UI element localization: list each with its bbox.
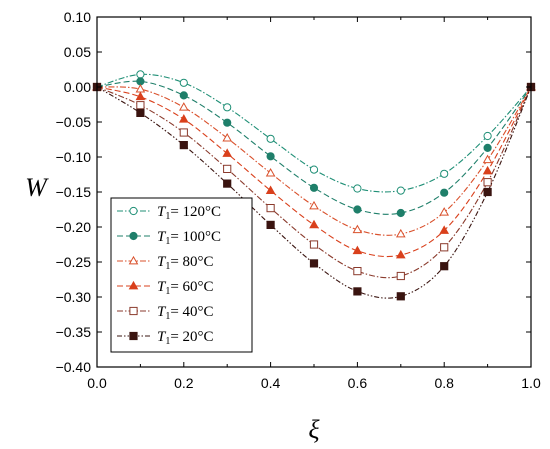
data-point-s3-3: [222, 148, 233, 157]
data-point-s0-8: [440, 169, 449, 178]
y-tick-label-5: −0.15: [56, 184, 92, 200]
data-point-s5-5: [309, 259, 319, 268]
x-tick-label-5: 1.0: [521, 375, 541, 391]
legend-label-5: T1= 20°C: [157, 329, 214, 347]
x-tick-label-2: 0.4: [261, 375, 281, 391]
data-point-s0-7: [396, 186, 405, 195]
data-point-s5-4: [266, 220, 275, 230]
data-point-s0-2: [179, 78, 188, 87]
data-point-s1-2: [179, 91, 188, 100]
y-tick-label-4: −0.10: [56, 149, 92, 165]
data-point-s1-7: [396, 208, 405, 218]
y-tick-label-6: −0.20: [56, 219, 92, 235]
y-tick-label-1: 0.05: [64, 44, 91, 60]
data-point-s2-7: [395, 228, 406, 238]
x-tick-label-1: 0.2: [174, 375, 194, 391]
data-point-s2-6: [352, 224, 363, 234]
data-point-s1-5: [309, 183, 319, 192]
data-point-s5-3: [223, 179, 232, 188]
x-axis-title: ξ: [308, 415, 320, 444]
data-point-s5-1: [136, 108, 145, 118]
legend-label-0: T1= 120°C: [157, 204, 221, 222]
data-point-s4-2: [179, 128, 188, 137]
y-tick-label-8: −0.30: [56, 289, 92, 305]
y-tick-label-0: 0.10: [64, 9, 91, 25]
data-point-s3-6: [352, 245, 363, 255]
legend: T1= 120°C T1= 100°C T1= 80°C T1= 60°C T1= 40…: [110, 197, 253, 353]
data-point-s4-1: [136, 101, 145, 110]
legend-label-1: T1= 100°C: [157, 229, 221, 247]
data-point-s1-8: [440, 188, 449, 197]
data-point-s0-4: [266, 134, 275, 143]
data-point-s5-8: [440, 262, 449, 271]
legend-marker-2: [128, 255, 139, 265]
data-point-s1-3: [223, 118, 232, 127]
y-tick-label-10: −0.40: [56, 359, 92, 375]
plot-layer: [92, 70, 536, 301]
y-tick-label-2: 0.00: [64, 79, 91, 95]
data-point-s5-6: [353, 287, 362, 296]
data-point-s0-3: [223, 103, 232, 112]
data-point-s4-9: [483, 178, 492, 187]
x-tick-label-3: 0.6: [348, 375, 368, 391]
data-point-s0-5: [309, 165, 319, 174]
data-point-s4-4: [266, 204, 275, 213]
data-point-s5-2: [179, 141, 188, 150]
data-point-s2-8: [439, 207, 450, 216]
series-line-1: [96, 80, 532, 215]
data-point-s2-4: [265, 167, 276, 177]
data-point-s3-8: [439, 225, 450, 234]
series-line-0: [96, 73, 532, 193]
data-point-s3-4: [265, 185, 276, 194]
legend-marker-3: [128, 280, 139, 290]
legend-label-2: T1= 80°C: [157, 254, 214, 272]
legend-box: [110, 197, 253, 353]
series-line-4: [96, 86, 532, 279]
data-point-s5-9: [483, 187, 492, 197]
data-point-s2-1: [135, 83, 146, 93]
data-point-s2-5: [309, 200, 319, 210]
data-point-s2-2: [178, 102, 189, 111]
legend-label-3: T1= 60°C: [157, 279, 214, 297]
data-point-s5-7: [396, 292, 405, 301]
data-point-s4-6: [353, 267, 362, 276]
data-point-s3-5: [309, 219, 319, 229]
data-point-s3-7: [395, 249, 406, 259]
data-point-s1-1: [136, 77, 145, 86]
data-point-s0-1: [136, 70, 145, 79]
data-point-s4-3: [223, 164, 232, 174]
data-point-s3-1: [135, 91, 146, 101]
ticks-layer: 0.0 0.2 0.4 0.6 0.8 1.0 0.10 0.05 0.00 −0.05 −0.10…: [56, 9, 541, 391]
data-point-s2-3: [222, 132, 233, 142]
legend-marker-1: [129, 231, 138, 241]
data-point-s0-9: [483, 131, 492, 141]
data-point-s4-7: [396, 271, 405, 281]
series-line-5: [96, 86, 532, 299]
data-point-s3-2: [178, 114, 189, 123]
y-tick-label-9: −0.35: [56, 324, 92, 340]
data-point-s4-5: [309, 240, 319, 249]
data-point-s1-9: [483, 143, 492, 152]
y-tick-label-3: −0.05: [56, 114, 92, 130]
data-point-s1-6: [353, 205, 362, 214]
legend-marker-4: [129, 306, 138, 316]
data-point-s0-6: [353, 184, 362, 193]
data-point-s4-8: [440, 243, 449, 252]
y-axis-title: W: [25, 173, 49, 202]
legend-label-4: T1= 40°C: [157, 304, 214, 322]
data-point-s3-9: [482, 165, 493, 175]
y-tick-label-7: −0.25: [56, 254, 92, 270]
legend-marker-0: [129, 206, 138, 216]
x-tick-label-4: 0.8: [434, 375, 454, 391]
x-tick-label-0: 0.0: [87, 375, 107, 391]
data-point-s1-4: [266, 152, 275, 161]
legend-marker-5: [129, 331, 138, 341]
data-point-s2-9: [482, 154, 493, 164]
